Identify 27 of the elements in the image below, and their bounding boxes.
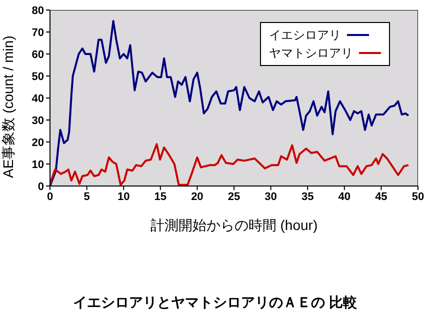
y-tick-label: 50 [32,70,44,83]
x-tick-label: 40 [338,190,351,203]
y-tick-label: 40 [32,92,44,105]
line-series [50,20,410,186]
y-tick-label: 30 [32,114,44,127]
x-tick-label: 35 [301,190,314,203]
y-tick-label: 60 [32,48,44,61]
x-axis-title: 計測開始からの時間 (hour) [150,217,318,233]
x-tick-label: 30 [264,190,277,203]
x-tick-label: 0 [46,190,54,203]
x-tick-label: 10 [117,190,130,203]
y-tick-label: 80 [32,4,44,17]
x-tick-label: 25 [228,190,240,203]
line-series [50,143,410,186]
x-tick-label: 50 [412,190,424,203]
y-tick-label: 70 [32,26,44,39]
y-tick-label: 20 [32,136,44,149]
y-tick-label: 10 [32,158,44,171]
x-tick-label: 15 [154,190,167,203]
text: イエシロアリとヤマトシロアリのＡＥの 比較 [72,294,358,312]
legend-label: ヤマトシロアリ [269,45,353,62]
y-axis-title: AE事象数 (count / min) [0,36,16,178]
legend-label: イエシロアリ [269,27,341,44]
x-tick-label: 5 [84,190,90,203]
y-tick-label: 0 [38,180,44,193]
x-tick-label: 20 [191,190,204,203]
x-tick-label: 45 [375,190,388,203]
